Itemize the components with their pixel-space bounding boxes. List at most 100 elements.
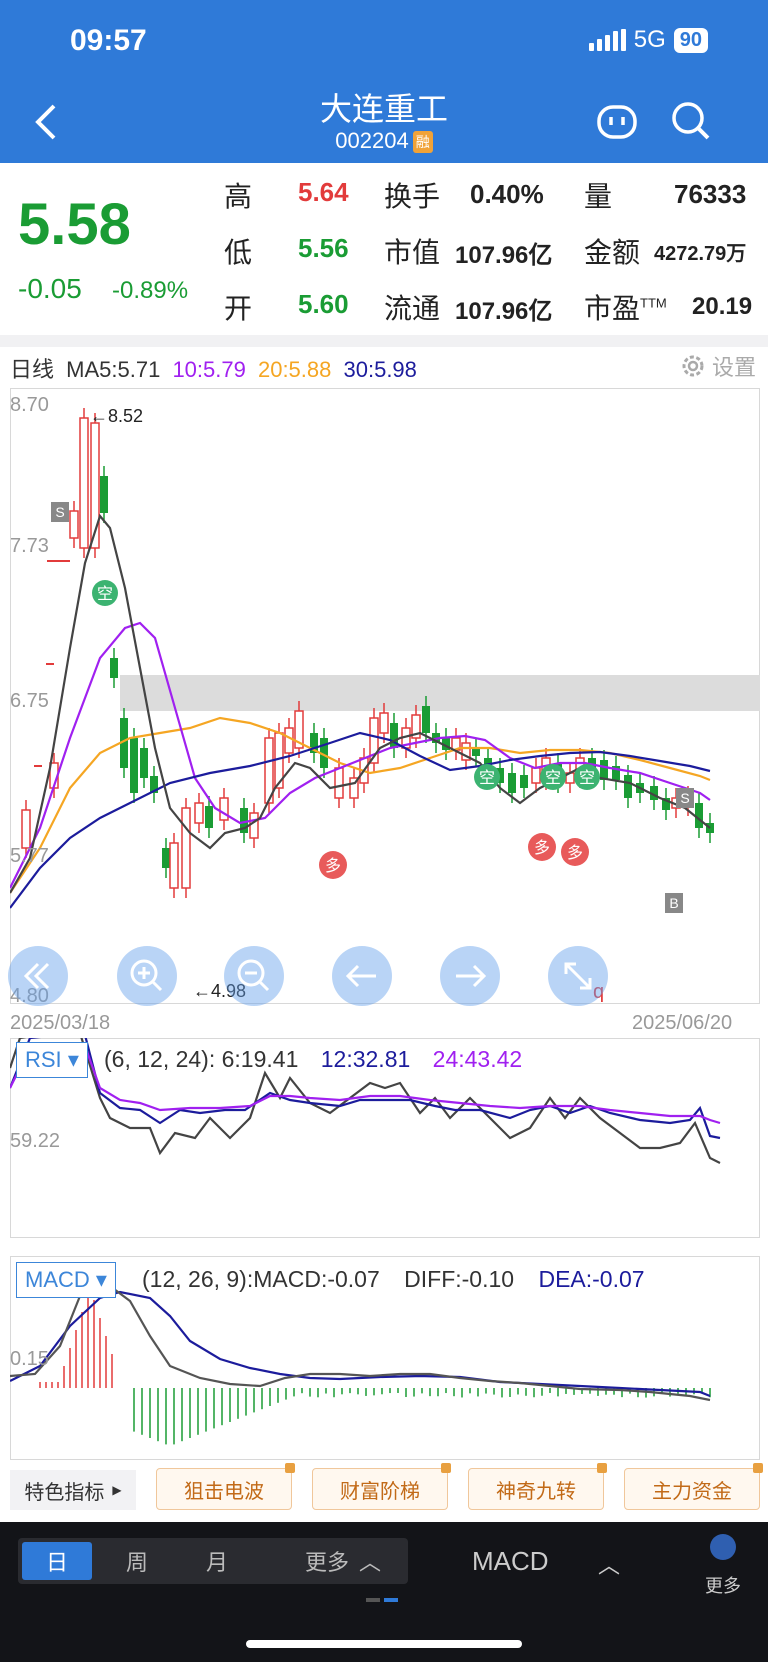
candle (110, 658, 118, 678)
expand-icon (548, 946, 608, 1006)
float-label: 流通 (384, 287, 440, 327)
feature-main-funds[interactable]: 主力资金 (624, 1468, 760, 1510)
assistant-button[interactable] (596, 104, 638, 140)
price-change: -0.05 (18, 273, 82, 305)
more-icon[interactable] (710, 1534, 736, 1560)
scroll-right-button[interactable] (440, 946, 500, 1006)
feature-wealth-ladder[interactable]: 财富阶梯 (312, 1468, 448, 1510)
candle (695, 803, 703, 828)
date-end: 2025/06/20 (632, 1012, 732, 1035)
macd-name: MACD (25, 1267, 90, 1292)
signal-duo-1: 多 (319, 851, 347, 879)
candle (624, 775, 632, 798)
price-change-pct: -0.89% (112, 277, 188, 305)
candle (380, 713, 388, 733)
mcap-label: 市值 (384, 231, 440, 271)
y-label: 7.73 (10, 535, 49, 558)
indicator-selector[interactable]: MACD (472, 1546, 549, 1577)
signal-duo-2: 多 (528, 833, 556, 861)
scroll-left-button[interactable] (332, 946, 392, 1006)
signal-duo-text: 多 (534, 839, 550, 857)
diff-value: DIFF:-0.10 (404, 1266, 514, 1292)
feature-indicator-bar: 特色指标 ▶ 狙击电波 财富阶梯 神奇九转 主力资金 (0, 1462, 768, 1522)
candle (80, 418, 88, 548)
feature-menu-button[interactable]: 特色指标 ▶ (10, 1470, 136, 1510)
triangle-right-icon: ▶ (112, 1483, 121, 1497)
settings-label: 设置 (712, 350, 756, 382)
feature-magic-nine[interactable]: 神奇九转 (468, 1468, 604, 1510)
quote-panel: 5.58 -0.05 -0.89% 高 5.64 低 5.56 开 5.60 换… (0, 163, 768, 335)
scroll-left-fast-button[interactable] (8, 946, 68, 1006)
open-value: 5.60 (298, 289, 349, 320)
ma-legend: 日线 MA5:5.71 10:5.79 20:5.88 30:5.98 (10, 352, 417, 384)
signal-duo-text: 多 (325, 857, 341, 875)
fullscreen-button[interactable] (548, 946, 608, 1006)
ma5-value: MA5:5.71 (66, 357, 160, 382)
candle (335, 768, 343, 798)
signal-kong-1: 空 (92, 580, 118, 606)
ma20-line (10, 718, 710, 893)
signal-duo-3: 多 (561, 838, 589, 866)
volume-label: 量 (584, 175, 612, 215)
feature-label: 特色指标 (24, 1476, 104, 1505)
signal-s-2: S (676, 788, 694, 808)
feature-item-label: 狙击电波 (184, 1475, 264, 1504)
candle (520, 775, 528, 788)
ma30-value: 30:5.98 (344, 357, 417, 382)
signal-b-text: B (669, 895, 678, 911)
period-week[interactable]: 周 (102, 1542, 172, 1580)
signal-s-text: S (680, 790, 689, 806)
search-button[interactable] (670, 100, 712, 142)
macd-level: 0.15 (10, 1348, 49, 1371)
period-month[interactable]: 月 (182, 1542, 252, 1580)
pe-ttm: TTM (640, 296, 667, 311)
float-value: 107.96亿 (455, 291, 552, 326)
zoom-out-button[interactable] (224, 946, 284, 1006)
signal-s-text: S (55, 504, 64, 520)
candle (170, 843, 178, 888)
rsi-level: 59.22 (10, 1130, 60, 1153)
rsi-params: (6, 12, 24): 6:19.41 (104, 1046, 298, 1072)
resistance-zone (120, 675, 760, 711)
ma20-value: 20:5.88 (258, 357, 331, 382)
current-price: 5.58 (18, 191, 131, 258)
amount-label: 金额 (584, 231, 640, 271)
period-day[interactable]: 日 (22, 1542, 92, 1580)
robot-icon (596, 104, 638, 140)
lock-icon (285, 1463, 295, 1473)
candle (100, 476, 108, 513)
signal-kong-text: 空 (97, 585, 113, 603)
more-label: 更多 (705, 1572, 741, 1598)
high-value: 5.64 (298, 177, 349, 208)
candle (140, 748, 148, 778)
signal-kong-2: 空 (474, 764, 500, 790)
settings-button[interactable]: 设置 (678, 350, 756, 382)
feature-item-label: 主力资金 (652, 1475, 732, 1504)
period-more[interactable]: 更多 ︿ (288, 1542, 398, 1580)
pe-label: 市盈TTM (584, 287, 667, 327)
candle (532, 768, 540, 783)
pe-value: 20.19 (692, 293, 752, 321)
stock-name: 大连重工 (0, 84, 768, 130)
high-label: 高 (224, 175, 252, 215)
rsi12-value: 12:32.81 (321, 1046, 411, 1072)
candle (182, 808, 190, 888)
arrow-right-icon (440, 946, 500, 1006)
candle (70, 511, 78, 538)
candle (285, 728, 293, 753)
battery-icon: 90 (674, 28, 708, 53)
candle (600, 760, 608, 780)
candle (162, 848, 170, 868)
rsi-selector[interactable]: RSI ▾ (16, 1042, 88, 1078)
candle (508, 773, 516, 793)
chevron-up-icon[interactable]: ︿ (598, 1548, 620, 1580)
home-indicator[interactable] (246, 1640, 522, 1648)
diff-line (10, 1283, 710, 1400)
zoom-in-button[interactable] (117, 946, 177, 1006)
period-label: 日线 (10, 357, 54, 382)
lock-icon (441, 1463, 451, 1473)
volume-value: 76333 (674, 179, 746, 210)
macd-selector[interactable]: MACD ▾ (16, 1262, 116, 1298)
mcap-value: 107.96亿 (455, 235, 552, 270)
feature-sniper-wave[interactable]: 狙击电波 (156, 1468, 292, 1510)
